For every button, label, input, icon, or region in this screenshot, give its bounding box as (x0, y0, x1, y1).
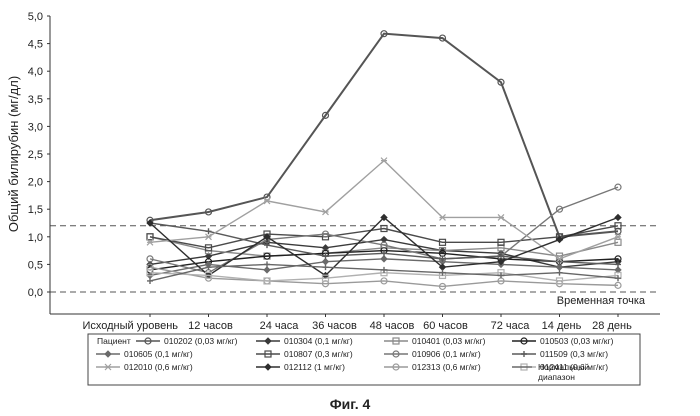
legend-label: 010304 (0,1 мг/кг) (284, 336, 353, 346)
y-tick-label: 0,5 (28, 259, 43, 271)
x-tick-label: 60 часов (423, 320, 468, 332)
legend-label: 010401 (0,03 мг/кг) (412, 336, 486, 346)
y-tick-label: 2,5 (28, 149, 43, 161)
y-tick-label: 5,0 (28, 11, 43, 23)
data-point (381, 267, 387, 273)
x-tick-label: 24 часа (260, 320, 300, 332)
x-tick-label: 14 день (542, 320, 582, 332)
legend-label: 010807 (0,3 мг/кг) (284, 349, 353, 359)
data-point (323, 209, 329, 215)
legend-label: Нормальный (538, 362, 589, 372)
y-tick-label: 3,0 (28, 121, 43, 133)
legend-label: 010202 (0,03 мг/кг) (164, 336, 238, 346)
legend-label: 012313 (0,6 мг/кг) (412, 362, 481, 372)
y-tick-label: 4,0 (28, 66, 43, 78)
legend-label: 010503 (0,03 мг/кг) (540, 336, 614, 346)
chart-axes (47, 16, 660, 317)
data-point (381, 256, 387, 262)
legend-label: 010605 (0,1 мг/кг) (124, 349, 193, 359)
data-point (264, 198, 270, 204)
data-point (498, 214, 504, 220)
y-tick-label: 2,0 (28, 177, 43, 189)
legend-header: Пациент (97, 336, 131, 346)
legend-item: 010401 (0,03 мг/кг) (384, 336, 486, 346)
legend-label: 012010 (0,6 мг/кг) (124, 362, 193, 372)
data-point (264, 267, 270, 273)
legend-label: 012112 (1 мг/кг) (284, 362, 345, 372)
data-point (206, 228, 212, 234)
y-axis-title: Общий билирубин (мг/дл) (6, 76, 21, 232)
y-tick-label: 0,0 (28, 287, 43, 299)
figure-caption: Фиг. 4 (330, 396, 371, 412)
x-tick-label: 28 день (592, 320, 632, 332)
data-point (615, 214, 621, 220)
data-point (264, 261, 270, 267)
data-point (206, 234, 212, 240)
x-tick-label: Исходный уровень (82, 320, 178, 332)
legend-label: 010906 (0,1 мг/кг) (412, 349, 481, 359)
y-tick-label: 1,0 (28, 232, 43, 244)
legend-label: диапазон (538, 372, 575, 382)
legend-label: 011509 (0,3 мг/кг) (540, 349, 608, 359)
series-line (150, 34, 618, 237)
y-tick-label: 1,5 (28, 204, 43, 216)
series-lines (147, 31, 621, 290)
x-tick-label: 72 часа (491, 320, 531, 332)
x-axis-title: Временная точка (557, 295, 646, 307)
data-point (557, 270, 563, 276)
data-point (147, 278, 153, 284)
y-tick-label: 3,5 (28, 94, 43, 106)
data-point (323, 264, 329, 270)
x-tick-label: 12 часов (188, 320, 233, 332)
legend: Пациент 010202 (0,03 мг/кг) 010304 (0,1 мг… (88, 334, 640, 385)
data-point (440, 214, 446, 220)
data-point (381, 158, 387, 164)
y-tick-label: 4,5 (28, 39, 43, 51)
x-tick-label: 48 часов (370, 320, 415, 332)
x-tick-label: 36 часов (312, 320, 357, 332)
legend-item: 010807 (0,3 мг/кг) (256, 349, 353, 359)
series-1 (147, 31, 621, 240)
data-point (557, 264, 563, 270)
data-point (323, 259, 329, 265)
